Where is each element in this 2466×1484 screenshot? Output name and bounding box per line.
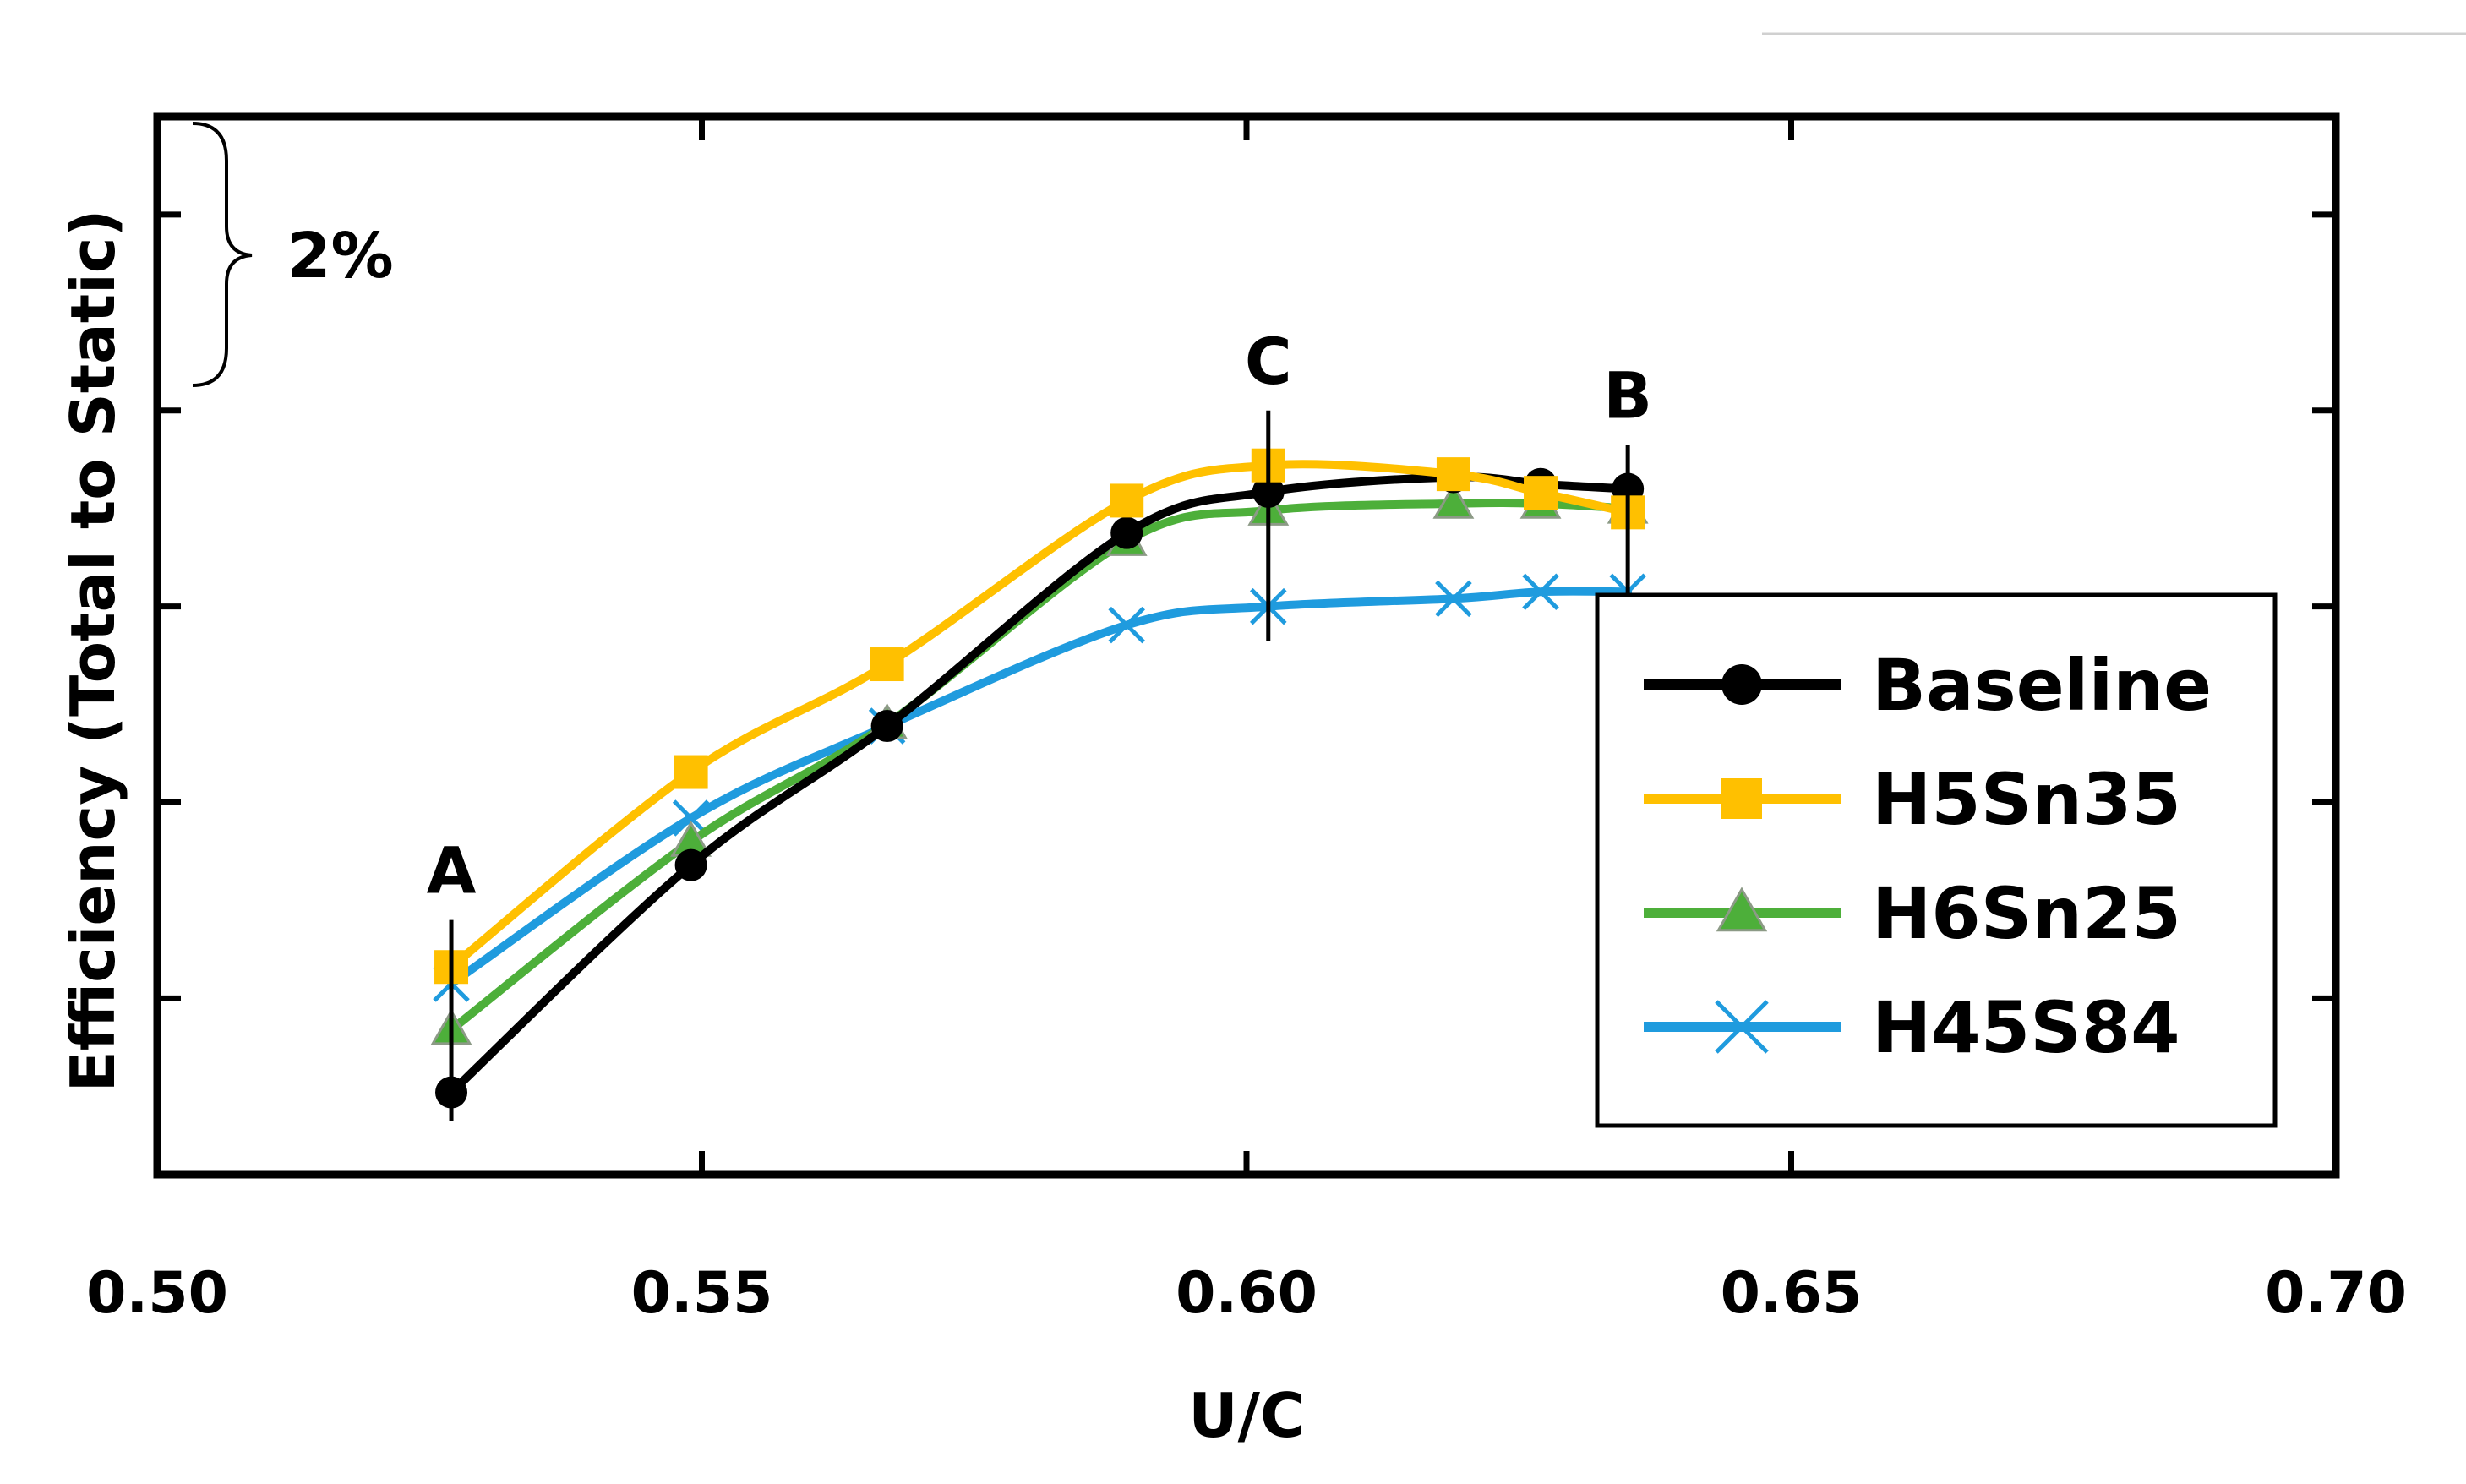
- legend: Baseline H5Sn35 H6Sn25 H45S84: [1595, 592, 2278, 1128]
- y-axis-title: Efficiency (Total to Static): [57, 210, 128, 1093]
- data-point-h5sn35: [1110, 483, 1144, 518]
- scale-bracket: [192, 122, 253, 387]
- legend-entry-h6sn25: H6Sn25: [1644, 872, 2181, 955]
- series-h5sn35: [434, 448, 1645, 985]
- legend-label: H6Sn25: [1872, 872, 2181, 955]
- x-tick-label: 0.60: [1176, 1260, 1318, 1327]
- operating-point-label-c: C: [1245, 324, 1292, 399]
- y-axis-ticks: [157, 211, 2336, 1001]
- data-point-h5sn35: [870, 647, 904, 682]
- data-point-h45s84-stroke: [1108, 606, 1145, 644]
- legend-marker-stroke: [1715, 1000, 1769, 1054]
- annotation-layer: A C B: [427, 324, 1652, 1121]
- legend-marker: [1715, 1000, 1769, 1054]
- data-point-h5sn35: [674, 755, 708, 789]
- legend-label: Baseline: [1872, 644, 2212, 727]
- data-point-h45s84: [1522, 573, 1559, 611]
- operating-point-label-b: B: [1603, 357, 1652, 433]
- data-point-h45s84-stroke: [1522, 573, 1559, 611]
- data-point-h6sn25: [1432, 483, 1475, 519]
- data-point-h5sn35: [1524, 476, 1558, 510]
- x-axis-title: U/C: [1188, 1380, 1305, 1451]
- legend-entry-h5sn35: H5Sn35: [1644, 758, 2181, 841]
- legend-marker: [1721, 778, 1762, 819]
- data-point-h5sn35: [1436, 457, 1470, 492]
- legend-marker: [1721, 664, 1762, 705]
- data-point-h45s84: [1108, 606, 1145, 644]
- plot-layer: [430, 448, 1649, 1109]
- x-tick-label: 0.70: [2265, 1260, 2407, 1327]
- data-point-h45s84-stroke: [1435, 580, 1472, 618]
- x-axis-ticks: [154, 117, 2339, 1175]
- legend-marker: [1716, 887, 1768, 932]
- data-point-baseline: [674, 848, 707, 881]
- operating-point-label-a: A: [427, 833, 477, 908]
- data-point-baseline: [870, 710, 903, 743]
- data-point-baseline: [1110, 516, 1143, 549]
- x-tick-label: 0.55: [631, 1260, 773, 1327]
- data-point-h45s84: [1435, 580, 1472, 618]
- legend-entry-baseline: Baseline: [1644, 644, 2212, 727]
- data-point-h45s84-stroke: [672, 799, 710, 837]
- x-tick-label: 0.65: [1721, 1260, 1863, 1327]
- legend-label: H45S84: [1872, 986, 2180, 1069]
- scale-label: 2%: [287, 220, 394, 292]
- x-tick-label: 0.50: [86, 1260, 228, 1327]
- x-tick-labels: 0.50 0.55 0.60 0.65 0.70: [86, 1260, 2407, 1327]
- legend-entry-h45s84: H45S84: [1644, 986, 2180, 1069]
- legend-label: H5Sn35: [1872, 758, 2181, 841]
